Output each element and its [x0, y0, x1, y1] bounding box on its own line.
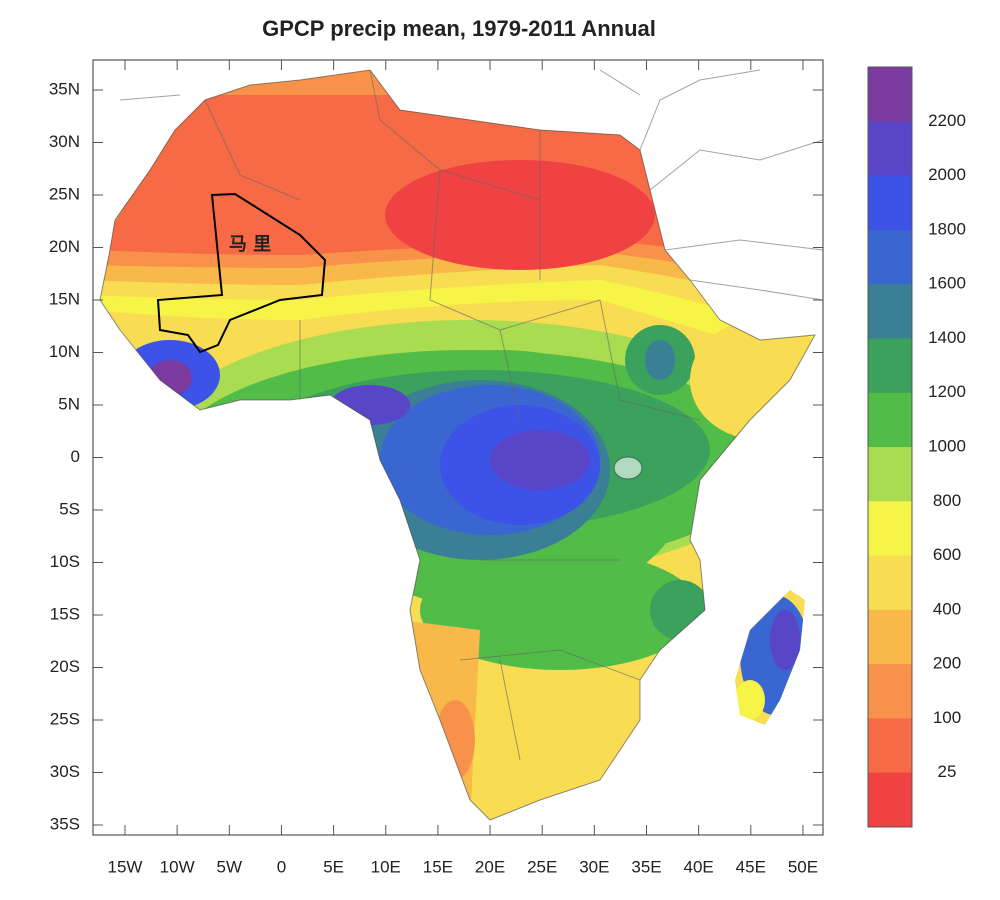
lat-label: 25S	[50, 709, 80, 728]
colorbar-segment	[868, 718, 912, 774]
region-label: 马 里	[229, 234, 271, 255]
lat-label: 30S	[50, 762, 80, 781]
lon-label: 20E	[475, 857, 505, 876]
lon-label: 45E	[736, 857, 766, 876]
lat-label: 10N	[49, 342, 80, 361]
lat-label: 35N	[49, 79, 80, 98]
lat-label: 5S	[59, 499, 80, 518]
colorbar-segment	[868, 175, 912, 231]
lon-label: 5E	[323, 857, 344, 876]
colorbar-label: 2000	[928, 165, 966, 184]
lon-label: 10E	[371, 857, 401, 876]
lon-label: 15W	[108, 857, 143, 876]
colorbar-label: 1400	[928, 328, 966, 347]
lon-label: 0	[277, 857, 286, 876]
colorbar-segment	[868, 772, 912, 828]
colorbar-label: 1800	[928, 219, 966, 238]
lon-label: 30E	[579, 857, 609, 876]
colorbar-label: 1000	[928, 436, 966, 455]
lon-label: 35E	[631, 857, 661, 876]
colorbar-label: 1200	[928, 382, 966, 401]
colorbar-label: 100	[933, 708, 961, 727]
colorbar-label: 600	[933, 545, 961, 564]
colorbar-label: 25	[938, 762, 957, 781]
lat-label: 35S	[50, 814, 80, 833]
lon-label: 15E	[423, 857, 453, 876]
colorbar-segment	[868, 67, 912, 122]
lat-label: 10S	[50, 552, 80, 571]
colorbar-segment	[868, 121, 912, 177]
colorbar-segment	[868, 664, 912, 719]
lat-label: 20S	[50, 657, 80, 676]
colorbar-label: 400	[933, 599, 961, 618]
lat-label: 30N	[49, 132, 80, 151]
lat-label: 15N	[49, 289, 80, 308]
colorbar-frame	[867, 66, 913, 828]
colorbar-segment	[868, 338, 912, 394]
colorbar-segment	[868, 229, 912, 285]
lon-label: 50E	[788, 857, 818, 876]
lon-label: 10W	[160, 857, 195, 876]
colorbar-segment	[868, 447, 912, 502]
colorbar-label: 800	[933, 491, 961, 510]
colorbar-segment	[868, 501, 912, 557]
map-title: GPCP precip mean, 1979-2011 Annual	[262, 16, 656, 41]
colorbar-label: 200	[933, 654, 961, 673]
lon-label: 25E	[527, 857, 557, 876]
colorbar-label: 1600	[928, 274, 966, 293]
lat-label: 5N	[58, 394, 80, 413]
lat-label: 25N	[49, 184, 80, 203]
country-borders	[99, 69, 816, 821]
colorbar-segment	[868, 284, 912, 339]
lon-label: 5W	[217, 857, 243, 876]
lat-label: 0	[71, 447, 80, 466]
lon-label: 40E	[684, 857, 714, 876]
colorbar-segment	[868, 392, 912, 448]
mali-outline	[156, 192, 327, 354]
lat-label: 20N	[49, 237, 80, 256]
colorbar-segment	[868, 555, 912, 611]
colorbar-label: 2200	[928, 111, 966, 130]
colorbar-segment	[868, 609, 912, 665]
outside-borders	[119, 69, 824, 301]
lat-label: 15S	[50, 604, 80, 623]
